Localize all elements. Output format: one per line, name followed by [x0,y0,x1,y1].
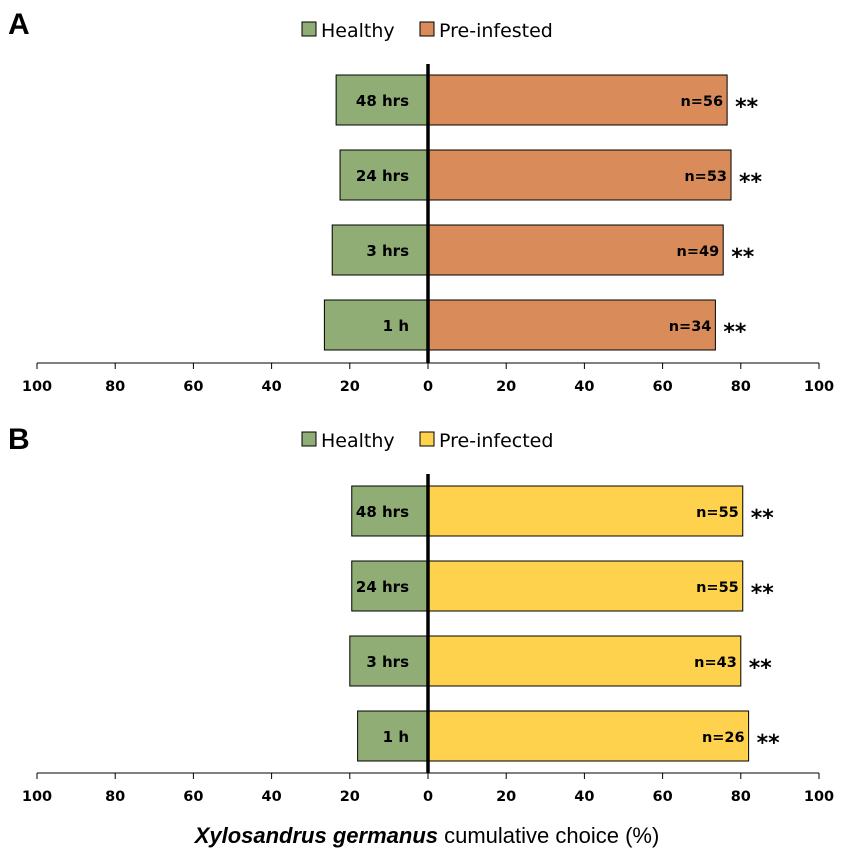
x-tick-label: 80 [105,789,125,805]
significance-marker: ** [749,656,773,681]
bar-n-label: n=26 [702,730,745,746]
legend-label: Healthy [321,430,395,452]
bar-healthy [331,224,429,276]
legend-swatch-pre-infected [419,431,435,447]
legend-label: Pre-infested [439,20,553,42]
bar-category-label: 1 h [383,317,409,335]
bar-n-label: n=49 [677,244,720,260]
significance-marker: ** [731,245,755,270]
x-axis-title-species: Xylosandrus germanus [193,823,438,848]
bar-treatment [427,74,728,126]
bar-n-label: n=53 [684,169,727,185]
bar-category-label: 3 hrs [366,653,409,671]
bar-healthy [335,74,429,126]
significance-marker: ** [751,581,775,606]
bar-healthy [339,149,429,201]
x-tick-label: 20 [496,379,516,395]
bar-n-label: n=34 [669,319,712,335]
legend-swatch-pre-infested [419,21,435,37]
x-axis-title-rest: cumulative choice (%) [438,823,659,848]
bar-healthy [351,560,429,612]
x-tick-label: 80 [731,379,751,395]
x-tick-label: 80 [105,379,125,395]
x-tick-label: 20 [340,789,360,805]
x-tick-label: 80 [731,789,751,805]
bar-treatment [427,485,744,537]
bar-n-label: n=56 [680,94,723,110]
panel-b: B Healthy Pre-infected 48 hrs n=55 ** 24 hrs n=… [8,423,834,805]
legend-label: Pre-infected [439,430,553,452]
x-tick-label: 100 [804,789,834,805]
bar-n-label: n=55 [696,580,739,596]
bar-category-label: 48 hrs [356,503,409,521]
x-tick-label: 20 [496,789,516,805]
x-axis-title: Xylosandrus germanus cumulative choice (… [193,823,660,848]
x-tick-label: 100 [804,379,834,395]
panel-label: B [8,423,30,456]
panel-a: A Healthy Pre-infested 48 hrs n=56 ** 24 hrs n=… [8,8,834,395]
significance-marker: ** [751,506,775,531]
x-tick-label: 0 [423,789,433,805]
bar-category-label: 24 hrs [356,167,409,185]
x-tick-label: 0 [423,379,433,395]
x-tick-label: 40 [574,379,594,395]
bar-treatment [427,299,716,351]
legend-swatch-healthy [301,431,317,447]
bar-treatment [427,149,732,201]
x-tick-label: 100 [22,379,52,395]
legend-swatch-healthy [301,21,317,37]
x-tick-label: 20 [340,379,360,395]
significance-marker: ** [739,170,763,195]
bar-healthy [323,299,429,351]
bar-category-label: 48 hrs [356,92,409,110]
bar-treatment [427,560,744,612]
x-tick-label: 60 [653,379,673,395]
bar-category-label: 3 hrs [366,242,409,260]
x-tick-label: 60 [183,379,203,395]
bar-n-label: n=43 [694,655,737,671]
significance-marker: ** [723,320,747,345]
bar-n-label: n=55 [696,505,739,521]
x-tick-label: 40 [262,789,282,805]
x-tick-label: 100 [22,789,52,805]
x-tick-label: 60 [653,789,673,805]
legend-label: Healthy [321,20,395,42]
panel-label: A [8,8,30,41]
x-tick-label: 40 [262,379,282,395]
bar-treatment [427,224,724,276]
x-tick-label: 60 [183,789,203,805]
bar-category-label: 1 h [383,728,409,746]
bar-healthy [357,710,429,762]
bar-category-label: 24 hrs [356,578,409,596]
significance-marker: ** [757,731,781,756]
bar-treatment [427,710,750,762]
x-tick-label: 40 [574,789,594,805]
significance-marker: ** [735,95,759,120]
